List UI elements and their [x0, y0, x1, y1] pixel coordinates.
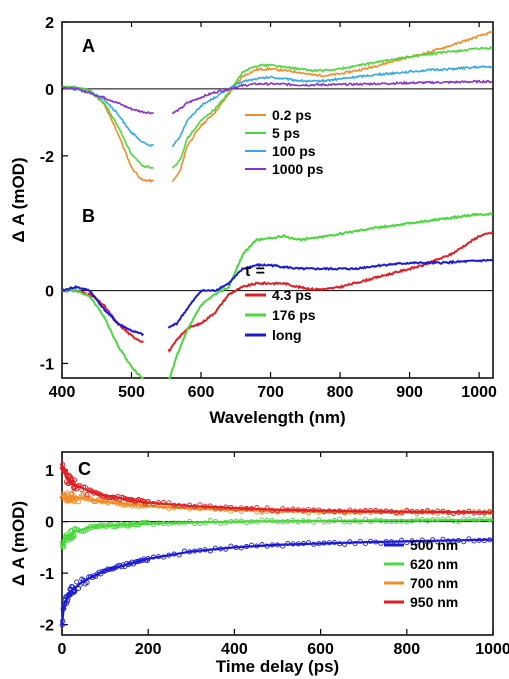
x-tick-label: 900: [396, 384, 423, 401]
legend-label-a: 0.2 ps: [272, 107, 312, 123]
x-tick-label-kinetics: 0: [58, 641, 67, 658]
legend-label-a: 5 ps: [272, 125, 300, 141]
x-axis-label-spectra: Wavelength (nm): [209, 408, 345, 427]
legend-label-c: 700 nm: [410, 575, 458, 591]
y-tick-label-c: 0: [45, 515, 54, 532]
y-tick-label-a: -2: [40, 149, 54, 166]
x-tick-label: 700: [257, 384, 284, 401]
legend-label-c: 500 nm: [410, 537, 458, 553]
spectra-frame: [61, 21, 494, 379]
y-tick-label-a: 0: [45, 82, 54, 99]
data-point-620-nm: [71, 533, 77, 539]
panel-label-a: A: [82, 36, 95, 56]
panel-label-c: C: [78, 459, 91, 479]
spectra-panels: 400 500 600 700 800 900 1000 -2 0 2 -1 0 A B 0.2 ps 5 p…: [9, 15, 497, 427]
y-axis-label-kinetics: Δ A (mOD): [9, 501, 28, 586]
data-point-500-nm: [74, 579, 80, 585]
x-tick-label: 1000: [461, 384, 497, 401]
y-tick-label-c: 1: [45, 463, 54, 480]
x-tick-label: 400: [49, 384, 76, 401]
series-b-176-ps: [61, 212, 494, 380]
legend-label-b: 176 ps: [272, 307, 316, 323]
x-tick-label-kinetics: 400: [221, 641, 248, 658]
y-tick-label-b: -1: [40, 356, 54, 373]
x-tick-label-kinetics: 1000: [475, 641, 509, 658]
x-tick-label-kinetics: 800: [393, 641, 420, 658]
x-tick-label: 600: [188, 384, 215, 401]
legend-label-c: 950 nm: [410, 594, 458, 610]
fit-line-950-nm: [60, 464, 493, 514]
x-tick-label-kinetics: 600: [307, 641, 334, 658]
kinetics-panel: 0 200 400 600 800 1000 -2 -1 0 1 C 500 nm 620 nm 700 …: [9, 451, 509, 676]
data-point-700-nm: [80, 491, 87, 497]
series-b-long: [61, 258, 494, 337]
fit-line-620-nm: [60, 518, 493, 548]
data-point-700-nm: [75, 499, 81, 505]
x-tick-label-kinetics: 200: [135, 641, 162, 658]
legend-title-b: τ =: [244, 263, 265, 280]
fit-line-500-nm: [60, 538, 494, 625]
x-axis-label-kinetics: Time delay (ps): [216, 657, 339, 676]
legend-label-b: 4.3 ps: [272, 287, 312, 303]
y-tick-label-b: 0: [45, 284, 54, 301]
x-tick-label: 500: [118, 384, 145, 401]
legend-label-b: long: [272, 327, 302, 343]
legend-label-a: 100 ps: [272, 143, 316, 159]
y-tick-label-a: 2: [45, 15, 54, 32]
series-a-1000-ps: [61, 79, 494, 115]
panel-label-b: B: [82, 206, 95, 226]
data-point-500-nm: [84, 580, 90, 586]
y-axis-label-spectra: Δ A (mOD): [9, 157, 28, 242]
x-tick-label: 800: [327, 384, 354, 401]
y-tick-label-c: -2: [40, 618, 54, 635]
y-tick-label-c: -1: [40, 566, 54, 583]
legend-label-c: 620 nm: [410, 556, 458, 572]
legend-label-a: 1000 ps: [272, 161, 324, 177]
data-point-950-nm: [84, 492, 90, 498]
data-point-950-nm: [72, 477, 78, 483]
